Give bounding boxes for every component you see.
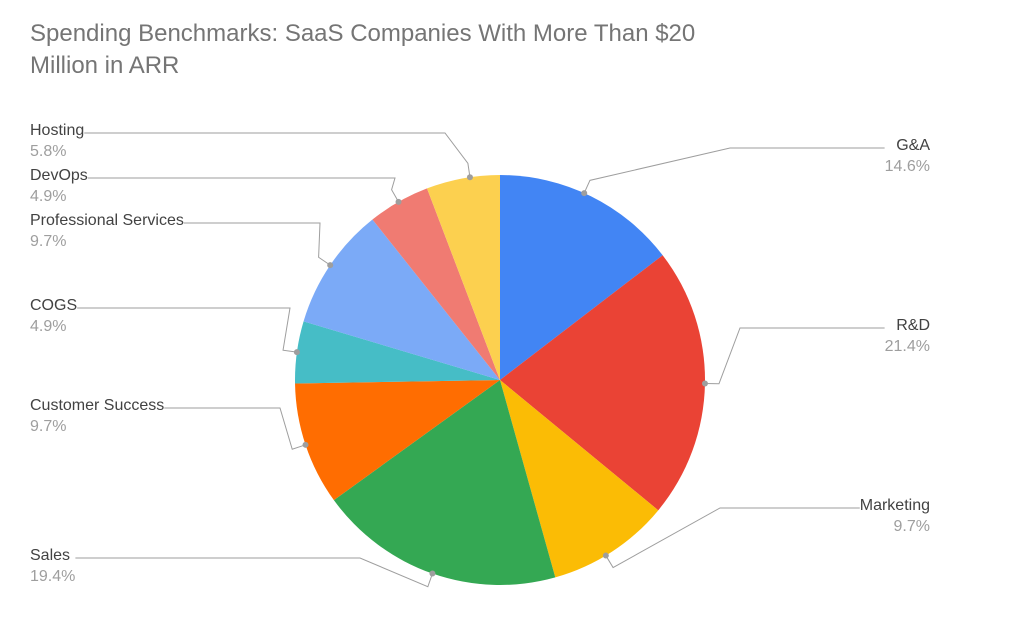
slice-label: Customer Success9.7% — [30, 396, 164, 438]
leader-dot — [396, 199, 402, 205]
pie-chart — [0, 0, 1024, 633]
leader-line — [705, 328, 885, 384]
leader-dot — [467, 174, 473, 180]
leader-dot — [581, 190, 587, 196]
slice-label-pct: 21.4% — [885, 337, 930, 358]
slice-label-name: Customer Success — [30, 396, 164, 417]
leader-dot — [702, 381, 708, 387]
leader-line — [88, 178, 399, 202]
slice-label: Sales19.4% — [30, 546, 75, 588]
leader-dot — [327, 262, 333, 268]
slice-label: Marketing9.7% — [860, 496, 930, 538]
slice-label-name: Sales — [30, 546, 75, 567]
leader-dot — [603, 553, 609, 559]
slice-label-name: Professional Services — [30, 211, 184, 232]
slice-label-pct: 19.4% — [30, 567, 75, 588]
slice-label: Hosting5.8% — [30, 121, 84, 163]
leader-dot — [429, 571, 435, 577]
slice-label-name: G&A — [885, 136, 930, 157]
leader-line — [164, 408, 305, 449]
slice-label: COGS4.9% — [30, 296, 77, 338]
slice-label-name: DevOps — [30, 166, 88, 187]
slice-label-name: R&D — [885, 316, 930, 337]
leader-dot — [303, 442, 309, 448]
leader-line — [77, 308, 297, 352]
leader-line — [84, 133, 470, 177]
slice-label: G&A14.6% — [885, 136, 930, 178]
leader-dot — [294, 349, 300, 355]
slice-label: Professional Services9.7% — [30, 211, 184, 253]
slice-label-pct: 9.7% — [30, 417, 164, 438]
slice-label-pct: 9.7% — [860, 517, 930, 538]
leader-line — [584, 148, 884, 193]
slice-label-pct: 14.6% — [885, 157, 930, 178]
slice-label-pct: 4.9% — [30, 317, 77, 338]
leader-line — [184, 223, 330, 265]
slice-label-name: Marketing — [860, 496, 930, 517]
slice-label: DevOps4.9% — [30, 166, 88, 208]
slice-label: R&D21.4% — [885, 316, 930, 358]
leader-line — [75, 558, 432, 587]
slice-label-name: COGS — [30, 296, 77, 317]
slice-label-pct: 4.9% — [30, 187, 88, 208]
slice-label-pct: 5.8% — [30, 142, 84, 163]
slice-label-pct: 9.7% — [30, 232, 184, 253]
slice-label-name: Hosting — [30, 121, 84, 142]
